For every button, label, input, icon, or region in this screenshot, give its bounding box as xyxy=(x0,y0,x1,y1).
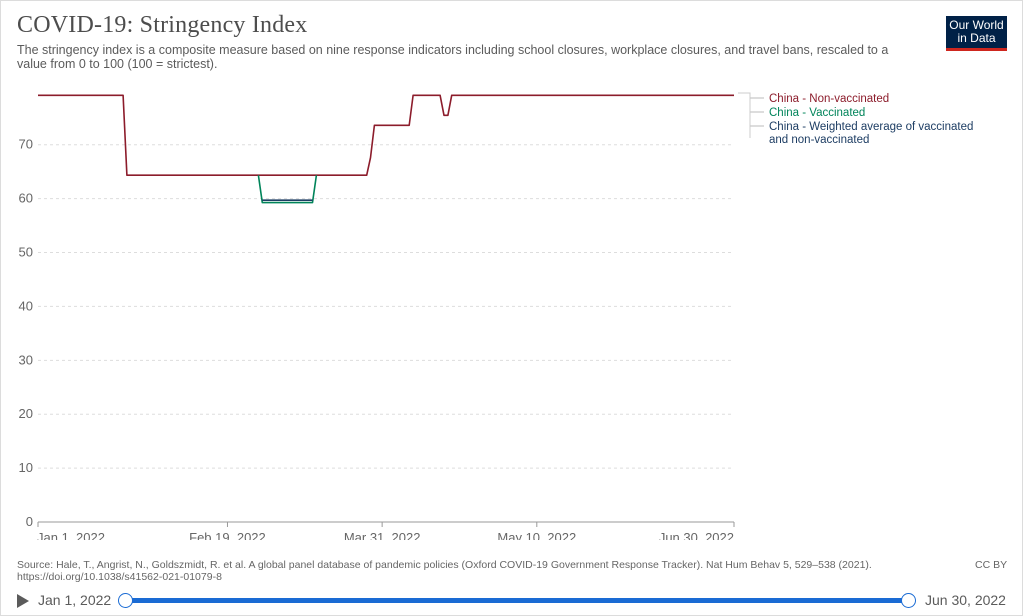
chart-subtitle: The stringency index is a composite meas… xyxy=(17,43,889,71)
play-icon[interactable] xyxy=(17,594,29,608)
series-line[interactable] xyxy=(38,94,734,176)
legend-bracket xyxy=(738,92,751,138)
y-tick-label: 30 xyxy=(19,352,33,367)
timeline-track[interactable] xyxy=(125,598,909,603)
owid-logo[interactable]: Our World in Data xyxy=(946,16,1007,51)
logo-line-1: Our World xyxy=(949,18,1004,32)
source-link[interactable]: https://doi.org/10.1038/s41562-021-01079… xyxy=(17,571,222,583)
chart-title: COVID-19: Stringency Index xyxy=(17,12,308,38)
y-tick-label: 0 xyxy=(26,514,33,529)
y-axis-ticks: 0 10 20 30 40 50 60 70 xyxy=(19,137,33,529)
timeline-start-label: Jan 1, 2022 xyxy=(38,592,112,608)
legend-label[interactable]: China - Non-vaccinated xyxy=(769,93,889,105)
logo-line-2: in Data xyxy=(957,31,996,45)
y-tick-label: 50 xyxy=(19,245,33,260)
timeline-end-handle[interactable] xyxy=(901,593,916,608)
source-citation: Source: Hale, T., Angrist, N., Goldszmid… xyxy=(17,559,872,571)
timeline-end-label: Jun 30, 2022 xyxy=(925,592,1006,608)
source-note: Source: Hale, T., Angrist, N., Goldszmid… xyxy=(17,559,937,583)
line-chart[interactable]: 0 10 20 30 40 50 60 70 Jan 1, 2022 Feb 19, 2022 M… xyxy=(0,70,1023,540)
timeline-slider[interactable]: Jan 1, 2022 Jun 30, 2022 xyxy=(0,588,1023,614)
x-axis: Jan 1, 2022 Feb 19, 2022 Mar 31, 2022 May 1… xyxy=(37,521,735,540)
y-tick-label: 60 xyxy=(19,191,33,206)
legend-label[interactable]: China - Vaccinated xyxy=(769,107,865,119)
y-tick-label: 40 xyxy=(19,298,33,313)
y-tick-label: 70 xyxy=(19,137,33,152)
x-tick-label: May 10, 2022 xyxy=(497,530,576,540)
x-tick-label: Feb 19, 2022 xyxy=(189,530,266,540)
y-tick-label: 20 xyxy=(19,406,33,421)
gridlines xyxy=(38,144,734,469)
timeline-start-handle[interactable] xyxy=(118,593,133,608)
x-tick-label: Jun 30, 2022 xyxy=(659,530,734,540)
x-tick-label: Jan 1, 2022 xyxy=(37,530,105,540)
x-tick-label: Mar 31, 2022 xyxy=(344,530,421,540)
series-lines[interactable] xyxy=(38,94,734,204)
series-line[interactable] xyxy=(257,175,318,204)
license-label[interactable]: CC BY xyxy=(975,559,1008,571)
legend-label[interactable]: China - Weighted average of vaccinated an… xyxy=(769,121,973,146)
y-tick-label: 10 xyxy=(19,460,33,475)
legend[interactable]: China - Non-vaccinated China - Vaccinated… xyxy=(738,92,973,146)
